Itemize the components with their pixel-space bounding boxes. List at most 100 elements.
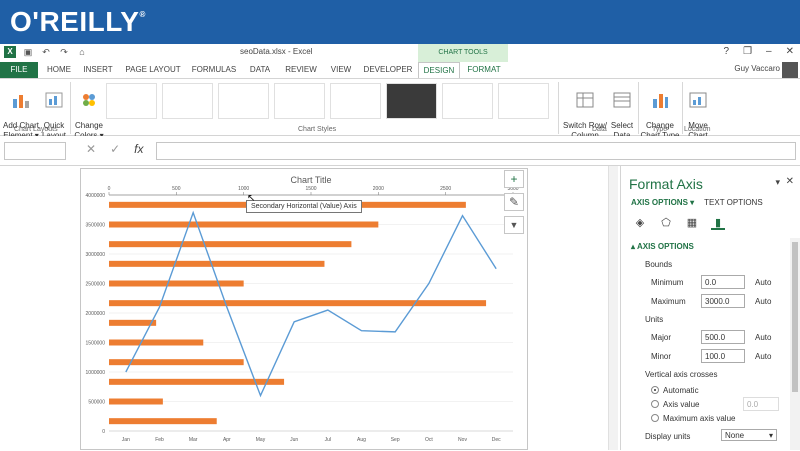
user-name[interactable]: Guy Vaccaro — [734, 64, 780, 73]
tab-view[interactable]: VIEW — [330, 65, 352, 74]
display-units-select[interactable]: None ▾ — [721, 429, 777, 441]
divider — [638, 82, 639, 134]
redo-icon[interactable]: ↷ — [60, 47, 68, 57]
maximum-input[interactable]: 3000.0 — [701, 294, 745, 308]
chart-style-thumb[interactable] — [106, 83, 157, 119]
ribbon-tabs: FILE HOME INSERT PAGE LAYOUT FORMULAS DA… — [0, 62, 800, 78]
tab-file[interactable]: FILE — [0, 62, 38, 78]
major-input[interactable]: 500.0 — [701, 330, 745, 344]
section-toggle[interactable]: ▴ AXIS OPTIONS — [631, 242, 694, 251]
x-tick-label: Aug — [357, 437, 366, 443]
group-label-chart-styles: Chart Styles — [298, 126, 337, 133]
name-box[interactable] — [4, 142, 66, 160]
fx-icon[interactable]: fx — [134, 142, 144, 156]
tab-developer[interactable]: DEVELOPER — [363, 65, 413, 74]
group-label-chart-layouts: Chart Layouts — [14, 126, 58, 133]
chart-style-thumb[interactable] — [386, 83, 437, 119]
tab-format[interactable]: FORMAT — [467, 65, 501, 74]
minor-input[interactable]: 100.0 — [701, 349, 745, 363]
camera-icon[interactable]: ⌂ — [79, 47, 85, 57]
cancel-icon[interactable]: ✕ — [86, 142, 97, 156]
fill-line-icon[interactable]: ◈ — [635, 217, 645, 229]
enter-icon[interactable]: ✓ — [110, 142, 121, 156]
effects-icon[interactable]: ⬠ — [661, 217, 671, 229]
tab-design[interactable]: DESIGN — [418, 62, 460, 78]
top-tick-label: 500 — [172, 186, 181, 192]
axis-options-icon[interactable]: ▮ — [711, 216, 725, 230]
chart-style-thumb[interactable] — [498, 83, 549, 119]
help-button[interactable]: ? — [723, 46, 730, 57]
chart-style-thumb[interactable] — [274, 83, 325, 119]
save-icon[interactable]: ▣ — [23, 47, 33, 57]
add-chart-element-button[interactable]: Add Chart Element ▾ — [2, 81, 40, 141]
tab-insert[interactable]: INSERT — [83, 65, 113, 74]
top-tick-label: 2000 — [373, 186, 384, 192]
tab-text-options[interactable]: TEXT OPTIONS — [704, 198, 763, 207]
tab-review[interactable]: REVIEW — [285, 65, 317, 74]
display-units-label: Display units — [645, 432, 691, 441]
pane-body: ▴ AXIS OPTIONS Bounds Minimum 0.0 Auto M… — [621, 238, 785, 450]
tab-data[interactable]: DATA — [249, 65, 271, 74]
top-tick-label: 1500 — [305, 186, 316, 192]
switch-row-column-icon — [575, 91, 595, 109]
x-tick-label: Feb — [155, 437, 164, 443]
window-title: seoData.xlsx - Excel — [240, 47, 313, 56]
chart-svg[interactable]: Chart Title 0 500000 1000000 1500000 2000000 2… — [81, 169, 529, 451]
x-tick-label: Jul — [325, 437, 331, 443]
minimum-input[interactable]: 0.0 — [701, 275, 745, 289]
chart-area[interactable]: Chart Title 0 500000 1000000 1500000 2000000 2… — [80, 168, 528, 450]
tab-page-layout[interactable]: PAGE LAYOUT — [125, 65, 181, 74]
formula-input[interactable] — [156, 142, 796, 160]
units-label: Units — [645, 315, 664, 324]
change-chart-type-button[interactable]: Change Chart Type — [640, 81, 680, 141]
avatar[interactable] — [782, 62, 798, 78]
close-button[interactable]: ✕ — [785, 46, 794, 57]
pane-scrollbar[interactable] — [790, 238, 800, 450]
bar — [109, 359, 244, 366]
switch-row-column-button[interactable]: Switch Row/ Column — [562, 81, 608, 141]
undo-icon[interactable]: ↶ — [42, 47, 50, 57]
top-tick-label: 3000 — [507, 186, 518, 192]
minor-auto[interactable]: Auto — [755, 352, 772, 361]
maximum-label: Maximum — [651, 297, 686, 306]
axis-value-radio[interactable] — [651, 400, 659, 408]
chart-elements-button[interactable]: + — [504, 170, 524, 188]
chart-style-thumb[interactable] — [330, 83, 381, 119]
chart-styles-gallery — [104, 81, 554, 121]
chart-style-thumb[interactable] — [442, 83, 493, 119]
minimum-auto[interactable]: Auto — [755, 278, 772, 287]
vertical-scrollbar[interactable] — [608, 166, 618, 450]
major-auto[interactable]: Auto — [755, 333, 772, 342]
chart-styles-button[interactable]: ✎ — [504, 193, 524, 211]
tab-formulas[interactable]: FORMULAS — [191, 65, 237, 74]
brand-bar: O'REILLY® — [0, 0, 800, 44]
chart-style-thumb[interactable] — [162, 83, 213, 119]
select-data-button[interactable]: Select Data — [608, 81, 636, 141]
maximum-axis-value-label: Maximum axis value — [663, 414, 736, 423]
maximum-axis-value-radio[interactable] — [651, 414, 659, 422]
chart-style-thumb[interactable] — [218, 83, 269, 119]
automatic-radio[interactable] — [651, 386, 659, 394]
title-bar: X ▣ ↶ ↷ ⌂ seoData.xlsx - Excel ? ❐ – ✕ — [0, 44, 800, 62]
change-colors-button[interactable]: Change Colors ▾ — [74, 81, 104, 141]
move-chart-button[interactable]: Move Chart — [684, 81, 712, 141]
chart-filters-button[interactable]: ▼ — [504, 216, 524, 234]
mouse-cursor-icon: ↖ — [247, 193, 256, 204]
pane-close-button[interactable]: ✕ — [785, 176, 794, 187]
y-tick-label: 500000 — [88, 400, 105, 406]
maximum-auto[interactable]: Auto — [755, 297, 772, 306]
size-properties-icon[interactable]: ▦ — [686, 217, 698, 229]
ribbon: Add Chart Element ▾ Quick Layout ▾ Chang… — [0, 78, 800, 150]
minimize-button[interactable]: – — [766, 46, 772, 57]
automatic-label: Automatic — [663, 386, 699, 395]
quick-layout-button[interactable]: Quick Layout ▾ — [40, 81, 68, 151]
pane-options-dropdown[interactable]: ▾ — [775, 177, 780, 187]
tab-home[interactable]: HOME — [47, 65, 71, 74]
change-chart-type-icon — [650, 91, 670, 109]
axis-value-input[interactable]: 0.0 — [743, 397, 779, 411]
group-label-location: Location — [684, 126, 711, 133]
restore-icon[interactable]: ❐ — [743, 46, 753, 57]
pane-scroll-thumb[interactable] — [792, 242, 798, 392]
tab-axis-options[interactable]: AXIS OPTIONS ▾ — [631, 198, 695, 207]
x-tick-label: Dec — [492, 437, 501, 443]
